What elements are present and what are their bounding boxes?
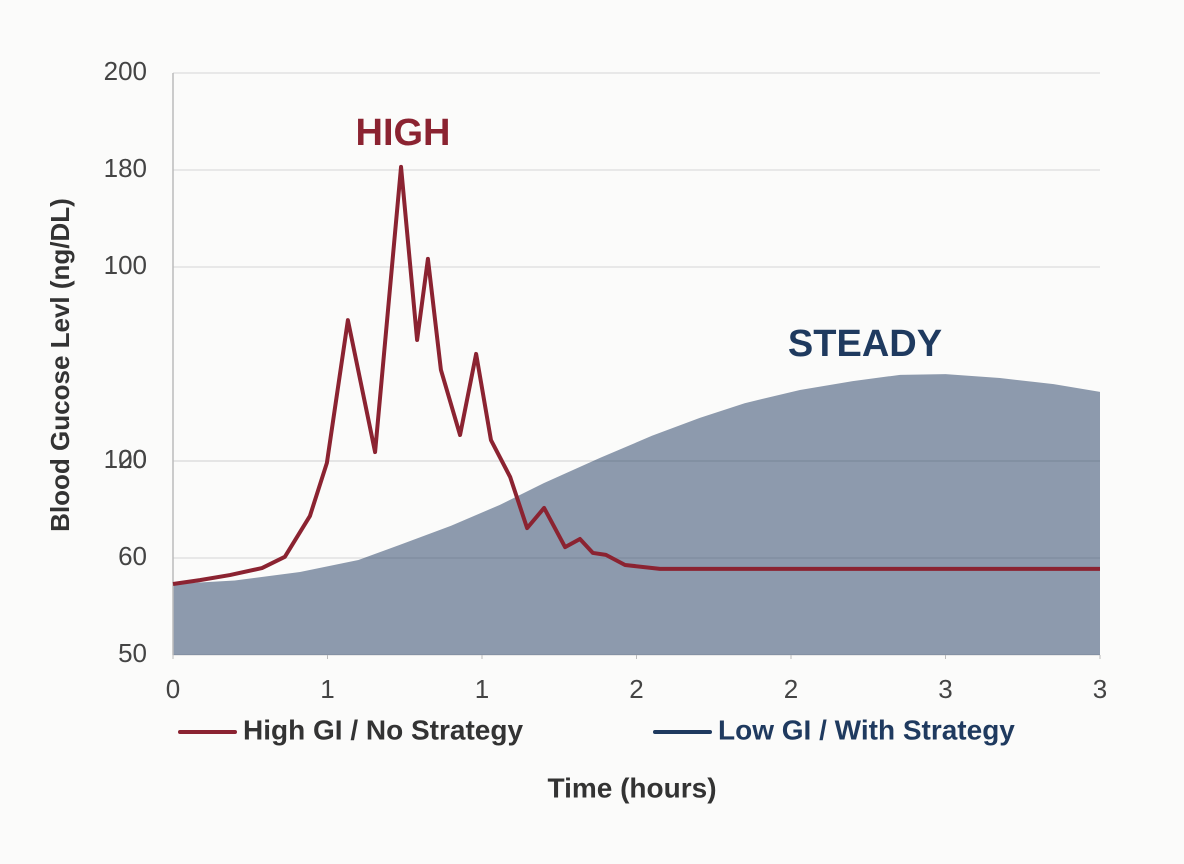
- line: [172, 164, 1100, 586]
- annotation: HIGH: [356, 112, 451, 154]
- y-tick-label: 60: [118, 541, 147, 571]
- y-tick-label: 200: [104, 56, 147, 86]
- y-tick-label: 50: [118, 638, 147, 668]
- area: [173, 374, 1100, 655]
- y-tick-label: 100: [104, 444, 147, 474]
- y-tick-label: 180: [104, 153, 147, 183]
- legend-label: High GI / No Strategy: [243, 714, 523, 745]
- y-tick-label: 20: [118, 444, 147, 474]
- x-axis-title: Time (hours): [547, 772, 716, 803]
- y-axis-title: Blood Gucose Levl (ng/DL): [45, 198, 75, 532]
- x-tick-label: 1: [475, 674, 489, 704]
- annotation: STEADY: [788, 323, 942, 365]
- y-tick-label: 100: [104, 250, 147, 280]
- legend-label: Low GI / With Strategy: [718, 714, 1015, 745]
- x-tick-label: 2: [784, 674, 798, 704]
- x-tick-label: 3: [938, 674, 952, 704]
- x-tick-label: 1: [320, 674, 334, 704]
- x-tick-label: 0: [166, 674, 180, 704]
- x-tick-label: 3: [1093, 674, 1107, 704]
- x-tick-label: 2: [629, 674, 643, 704]
